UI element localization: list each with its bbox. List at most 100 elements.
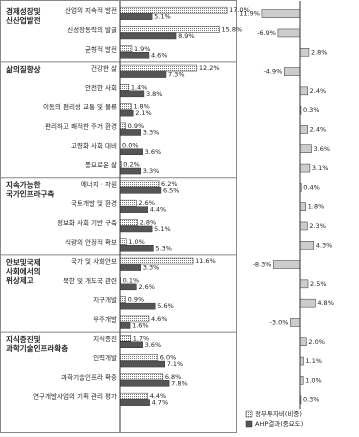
difference-label: 2.4% bbox=[310, 125, 327, 133]
category-label: 지식증진 bbox=[93, 334, 117, 343]
difference-bar bbox=[299, 356, 304, 366]
difference-label: 0.4% bbox=[303, 183, 320, 191]
value-label: 3.6% bbox=[145, 148, 162, 156]
difference-bar bbox=[299, 241, 315, 250]
category-label: 균형적 발전 bbox=[85, 44, 117, 53]
value-label: 2.8% bbox=[140, 218, 157, 226]
difference-bar bbox=[299, 125, 308, 134]
bar bbox=[119, 199, 137, 207]
category-label: 편리하고 쾌적한 주거 환경 bbox=[45, 121, 117, 130]
bar bbox=[119, 6, 228, 14]
value-label: 6.5% bbox=[163, 186, 180, 194]
difference-label: 2.3% bbox=[309, 222, 326, 230]
bar bbox=[119, 64, 198, 72]
legend-swatch bbox=[245, 410, 253, 418]
value-label: 4.6% bbox=[151, 315, 168, 323]
value-label: 3.8% bbox=[146, 90, 163, 98]
category-label: 신성장동력의 발굴 bbox=[67, 25, 117, 34]
value-label: 4.7% bbox=[152, 399, 169, 407]
value-label: 15.8% bbox=[222, 25, 243, 33]
difference-label: 1.8% bbox=[308, 203, 325, 211]
category-label: 풍요로운 삶 bbox=[85, 160, 117, 169]
difference-bar bbox=[299, 202, 307, 211]
difference-label: -8.3% bbox=[253, 261, 272, 269]
difference-label: 4.3% bbox=[316, 241, 333, 249]
bar bbox=[119, 296, 126, 303]
bar bbox=[119, 32, 177, 40]
value-label: 0.2% bbox=[123, 161, 140, 169]
bar bbox=[119, 354, 159, 361]
difference-bar bbox=[299, 298, 316, 308]
frame bbox=[0, 0, 237, 433]
bar bbox=[119, 122, 126, 130]
value-label: 7.3% bbox=[168, 71, 185, 79]
bar bbox=[119, 52, 150, 59]
difference-bar bbox=[299, 48, 310, 57]
value-label: 0.9% bbox=[128, 296, 145, 304]
value-label: 11.6% bbox=[195, 257, 216, 265]
category-label: 안전한 사회 bbox=[85, 83, 117, 92]
value-label: 3.3% bbox=[143, 264, 160, 272]
bar bbox=[119, 71, 167, 78]
value-label: 3.3% bbox=[143, 128, 160, 136]
difference-bar bbox=[299, 163, 311, 173]
value-label: 1.0% bbox=[128, 238, 145, 246]
bar bbox=[119, 392, 148, 400]
value-label: 5.3% bbox=[155, 244, 172, 252]
value-label: 0.0% bbox=[122, 141, 139, 149]
group-label: 사회에서의 bbox=[6, 266, 41, 276]
bar bbox=[119, 219, 138, 226]
value-label: 1.8% bbox=[133, 103, 150, 111]
bar bbox=[119, 399, 150, 406]
value-label: 4.6% bbox=[151, 51, 168, 59]
bar bbox=[119, 380, 170, 387]
difference-bar bbox=[299, 144, 312, 153]
bar bbox=[119, 148, 143, 155]
legend-label: AHP결과(중요도) bbox=[255, 419, 303, 428]
bar bbox=[119, 373, 164, 381]
category-label: 북한 및 개도국 관련 bbox=[63, 276, 117, 285]
difference-label: 2.5% bbox=[310, 280, 327, 288]
value-label: 0.1% bbox=[123, 276, 140, 284]
bar bbox=[119, 109, 134, 117]
difference-label: 3.1% bbox=[312, 164, 329, 172]
value-label: 5.1% bbox=[154, 225, 171, 233]
bar bbox=[119, 335, 131, 342]
value-label: 0.9% bbox=[128, 122, 145, 130]
value-label: 7.1% bbox=[167, 360, 184, 368]
bar bbox=[119, 103, 132, 110]
value-label: 5.1% bbox=[154, 13, 171, 21]
category-label: 과학기술인프라 확충 bbox=[61, 372, 117, 381]
difference-bar bbox=[299, 279, 309, 289]
value-label: 1.6% bbox=[132, 321, 149, 329]
value-label: 4.4% bbox=[150, 206, 167, 214]
difference-bar bbox=[299, 86, 308, 96]
group-label: 안보및국제 bbox=[6, 257, 41, 267]
value-label: 5.6% bbox=[157, 302, 174, 310]
difference-label: -4.9% bbox=[263, 68, 282, 76]
difference-bar bbox=[299, 337, 307, 346]
value-label: 1.4% bbox=[131, 83, 148, 91]
difference-bar bbox=[290, 318, 301, 327]
difference-label: 0.3% bbox=[303, 106, 320, 114]
group-label: 경제성장및 bbox=[6, 6, 41, 16]
category-label: 산업의 지속적 발전 bbox=[65, 6, 117, 15]
value-label: 3.6% bbox=[145, 341, 162, 349]
bar bbox=[119, 302, 156, 310]
value-label: 1.7% bbox=[133, 334, 150, 342]
difference-label: -3.0% bbox=[270, 318, 289, 326]
group-label: 삶의질향상 bbox=[6, 64, 41, 74]
value-label: 2.6% bbox=[138, 283, 155, 291]
bar bbox=[119, 225, 153, 233]
difference-bar bbox=[261, 9, 301, 18]
category-label: 정보화 사회 기반 구축 bbox=[57, 218, 117, 227]
bar bbox=[119, 187, 162, 194]
value-label: 3.3% bbox=[143, 167, 160, 175]
group-label: 신산업발전 bbox=[6, 15, 41, 25]
value-label: 6.8% bbox=[165, 373, 182, 381]
category-label: 국가 및 사회안보 bbox=[71, 257, 117, 266]
value-label: 8.9% bbox=[178, 32, 195, 40]
category-label: 에너지 · 자원 bbox=[81, 179, 117, 188]
value-label: 7.8% bbox=[171, 379, 188, 387]
